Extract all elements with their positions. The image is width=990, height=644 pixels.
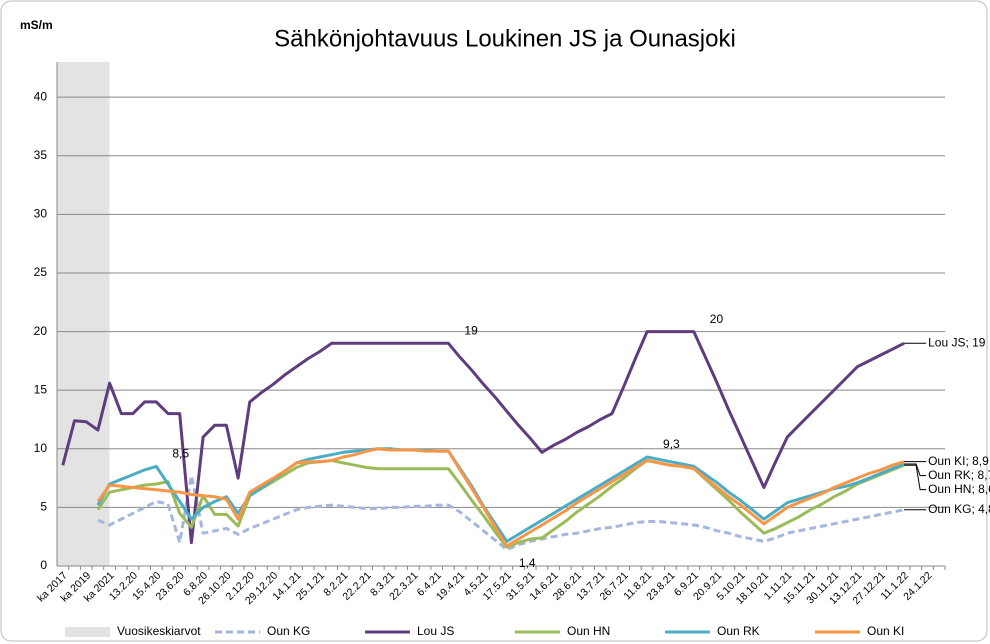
legend-label: Lou JS	[417, 624, 454, 638]
data-label: 9,3	[663, 437, 680, 451]
legend-label: Vuosikeskiarvot	[117, 624, 201, 638]
series-line	[96, 447, 905, 548]
y-axis-label: mS/m	[20, 18, 53, 32]
series-line	[96, 447, 905, 543]
end-label: Oun KI; 8,9	[928, 454, 989, 468]
chart-title: Sähkönjohtavuus Loukinen JS ja Ounasjoki	[274, 25, 736, 52]
legend-swatch	[65, 627, 110, 637]
label-leader	[904, 464, 927, 491]
series-line	[61, 330, 905, 545]
y-tick-label: 10	[34, 441, 48, 455]
series-line	[97, 474, 905, 552]
legend-label: Oun HN	[567, 624, 610, 638]
y-tick-label: 20	[34, 324, 48, 338]
legend-label: Oun KI	[867, 624, 904, 638]
end-label: Oun RK; 8,7	[928, 468, 990, 482]
data-label: 19	[464, 323, 478, 337]
label-leader	[904, 463, 927, 477]
y-tick-label: 40	[34, 89, 48, 103]
y-tick-label: 0	[40, 558, 47, 572]
y-tick-label: 15	[34, 382, 48, 396]
shaded-band	[57, 62, 110, 566]
y-tick-label: 30	[34, 207, 48, 221]
y-tick-label: 25	[34, 265, 48, 279]
end-label: Lou JS; 19	[928, 335, 986, 349]
legend-label: Oun KG	[267, 624, 310, 638]
end-label: Oun HN; 8,6	[928, 482, 990, 496]
data-label: 8,5	[172, 447, 189, 461]
y-tick-label: 35	[34, 148, 48, 162]
legend-label: Oun RK	[717, 624, 760, 638]
data-label: 20	[710, 312, 724, 326]
series-line	[96, 459, 905, 549]
data-label: 1,4	[519, 556, 536, 570]
end-label: Oun KG; 4,8	[928, 502, 990, 516]
y-tick-label: 5	[40, 500, 47, 514]
